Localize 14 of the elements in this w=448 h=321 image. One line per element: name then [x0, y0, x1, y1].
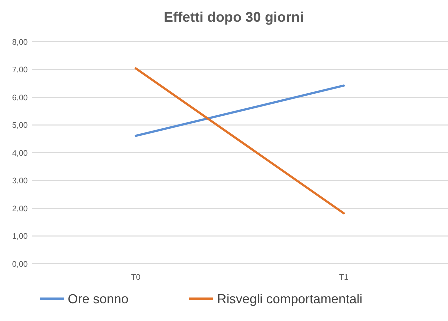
y-tick-label: 7,00	[12, 66, 29, 75]
y-tick-label: 2,00	[12, 204, 29, 214]
y-tick-label: 8,00	[12, 38, 29, 47]
y-tick-label: 4,00	[12, 148, 29, 158]
legend-label: Ore sonno	[68, 292, 129, 307]
legend-label: Risvegli comportamentali	[217, 292, 363, 307]
y-tick-label: 6,00	[12, 93, 29, 102]
y-tick-label: 0,00	[12, 260, 29, 269]
y-tick-label: 3,00	[12, 176, 29, 186]
chart-title: Effetti dopo 30 giorni	[164, 9, 304, 25]
x-tick-label: T0	[131, 273, 142, 282]
x-tick-label: T1	[339, 273, 350, 282]
y-tick-label: 1,00	[12, 232, 29, 242]
y-tick-label: 5,00	[12, 121, 29, 130]
